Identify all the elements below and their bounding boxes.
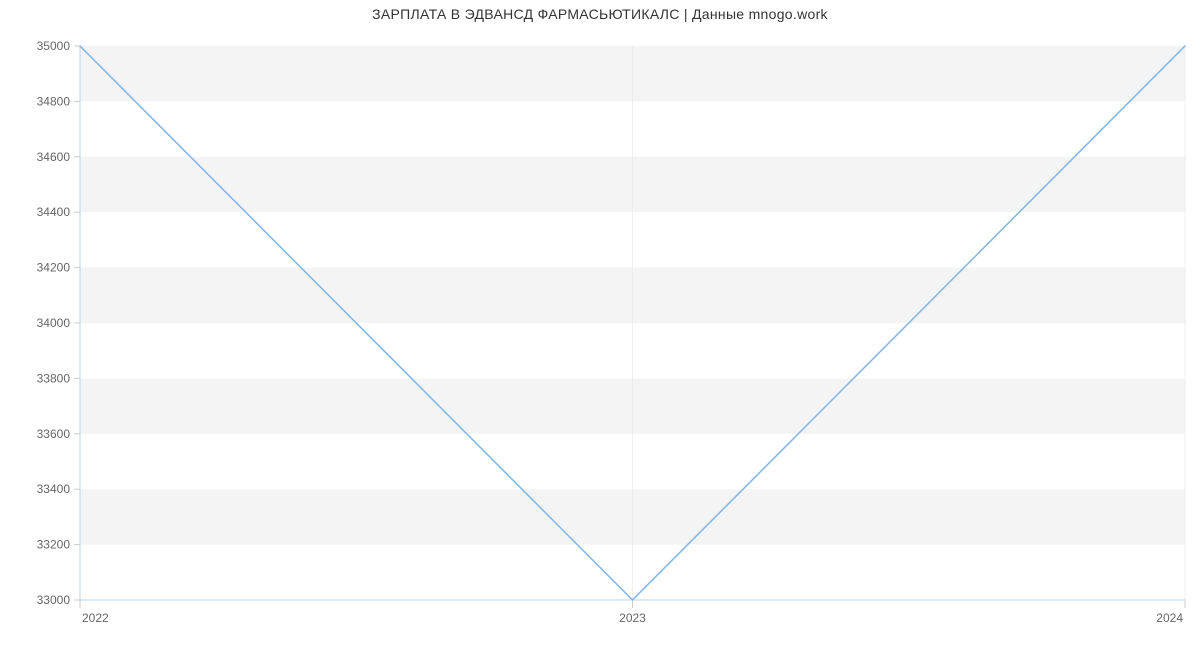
chart-title: ЗАРПЛАТА В ЭДВАНСД ФАРМАСЬЮТИКАЛС | Данн… bbox=[0, 6, 1200, 22]
svg-text:2022: 2022 bbox=[82, 611, 109, 625]
svg-text:2024: 2024 bbox=[1156, 611, 1183, 625]
svg-text:34400: 34400 bbox=[37, 205, 71, 219]
svg-text:34600: 34600 bbox=[37, 150, 71, 164]
svg-text:33200: 33200 bbox=[37, 538, 71, 552]
svg-text:34800: 34800 bbox=[37, 94, 71, 108]
svg-text:33400: 33400 bbox=[37, 482, 71, 496]
svg-text:34000: 34000 bbox=[37, 316, 71, 330]
svg-text:33600: 33600 bbox=[37, 427, 71, 441]
chart-svg: 33000 33200 33400 33600 33800 34000 34200 34400… bbox=[0, 0, 1200, 650]
svg-text:34200: 34200 bbox=[37, 261, 71, 275]
chart-container: ЗАРПЛАТА В ЭДВАНСД ФАРМАСЬЮТИКАЛС | Данн… bbox=[0, 0, 1200, 650]
svg-text:35000: 35000 bbox=[37, 39, 71, 53]
svg-text:33800: 33800 bbox=[37, 371, 71, 385]
svg-text:2023: 2023 bbox=[619, 611, 646, 625]
svg-text:33000: 33000 bbox=[37, 593, 71, 607]
